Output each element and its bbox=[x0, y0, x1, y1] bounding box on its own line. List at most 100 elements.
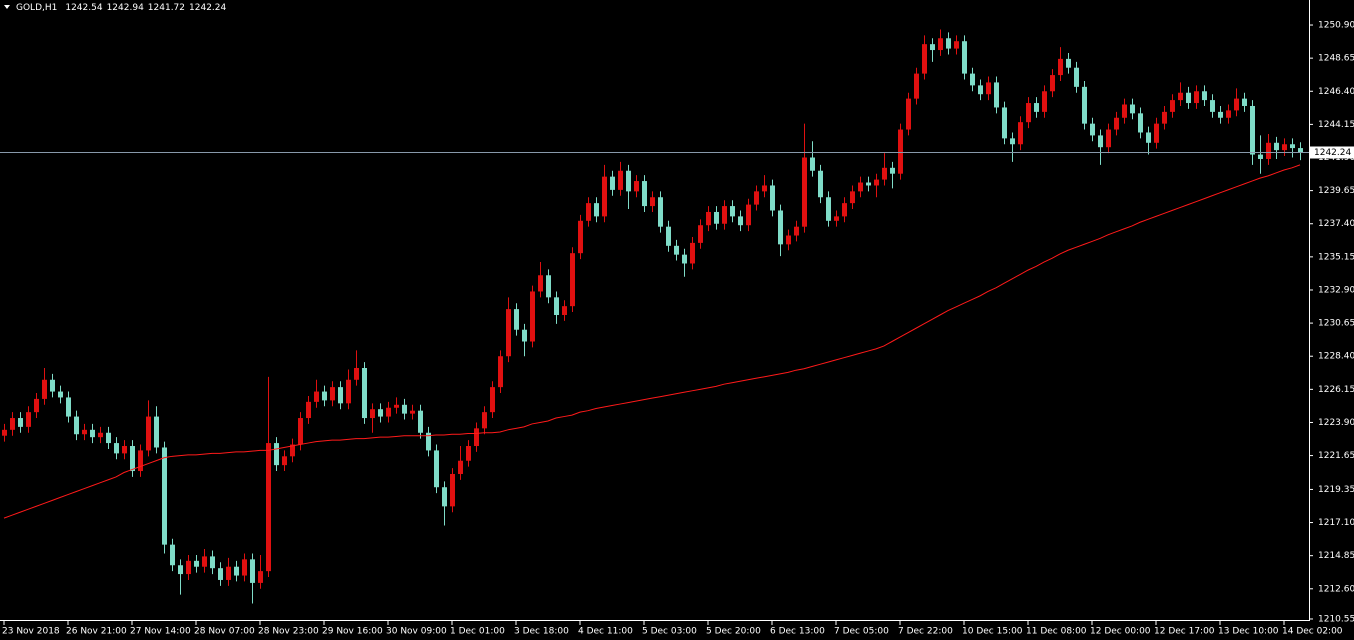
candle-body bbox=[426, 432, 431, 451]
x-tick-label: 27 Nov 14:00 bbox=[130, 627, 191, 637]
candle-body bbox=[922, 44, 927, 74]
candle-body bbox=[498, 356, 503, 388]
candle-body bbox=[682, 254, 687, 264]
candle-body bbox=[1058, 58, 1063, 76]
candle-body bbox=[1202, 91, 1207, 101]
x-tick-label: 14 Dec 02:00 bbox=[1282, 627, 1343, 637]
candle-body bbox=[18, 418, 23, 427]
y-tick-label: 1228.40 bbox=[1318, 352, 1354, 362]
candle-body bbox=[546, 275, 551, 298]
candle-body bbox=[794, 226, 799, 236]
x-tick-label: 12 Dec 17:00 bbox=[1154, 627, 1215, 637]
y-tick-label: 1217.10 bbox=[1318, 518, 1354, 528]
candle-body bbox=[386, 407, 391, 417]
candle-body bbox=[826, 197, 831, 221]
candle-body bbox=[218, 568, 223, 580]
y-tick-label: 1223.90 bbox=[1318, 418, 1354, 428]
x-tick-label: 12 Dec 00:00 bbox=[1090, 627, 1151, 637]
x-tick-label: 29 Nov 16:00 bbox=[322, 627, 383, 637]
candle-body bbox=[762, 185, 767, 192]
candle-body bbox=[234, 566, 239, 576]
x-tick-label: 7 Dec 05:00 bbox=[834, 627, 889, 637]
x-tick-label: 28 Nov 23:00 bbox=[258, 627, 319, 637]
y-tick-label: 1214.85 bbox=[1318, 551, 1354, 561]
candle-body bbox=[434, 450, 439, 488]
candle-body bbox=[322, 391, 327, 401]
candle-body bbox=[634, 181, 639, 192]
x-tick-label: 28 Nov 07:00 bbox=[194, 627, 255, 637]
candle-body bbox=[770, 185, 775, 211]
x-tick-label: 6 Dec 13:00 bbox=[770, 627, 825, 637]
candle-body bbox=[1018, 122, 1023, 145]
candle-body bbox=[98, 432, 103, 438]
candle-body bbox=[1050, 75, 1055, 92]
candle-body bbox=[282, 456, 287, 466]
candle-body bbox=[346, 379, 351, 404]
candle-body bbox=[626, 170, 631, 192]
candle-body bbox=[1250, 105, 1255, 155]
candle-body bbox=[522, 329, 527, 342]
candle-body bbox=[946, 38, 951, 49]
candle-body bbox=[898, 129, 903, 174]
candle-body bbox=[450, 473, 455, 507]
candle-body bbox=[858, 182, 863, 192]
candle-body bbox=[186, 560, 191, 575]
candle-body bbox=[338, 387, 343, 404]
candle-body bbox=[1146, 132, 1151, 143]
candle-body bbox=[506, 309, 511, 357]
candle-body bbox=[978, 85, 983, 95]
candle-body bbox=[362, 367, 367, 419]
candle-body bbox=[1066, 58, 1071, 68]
candle-body bbox=[178, 565, 183, 575]
menu-arrow[interactable] bbox=[4, 5, 10, 9]
candle-body bbox=[82, 429, 87, 435]
x-tick-label: 26 Nov 21:00 bbox=[66, 627, 127, 637]
candle-body bbox=[1194, 91, 1199, 104]
y-tick-label: 1248.65 bbox=[1318, 54, 1354, 64]
candle-body bbox=[722, 206, 727, 224]
header-field: 1242.24 bbox=[189, 3, 226, 13]
candle-body bbox=[850, 191, 855, 204]
candle-body bbox=[50, 379, 55, 392]
candle-body bbox=[994, 82, 999, 108]
candle-body bbox=[250, 559, 255, 583]
candle-body bbox=[818, 170, 823, 198]
y-tick-label: 1230.65 bbox=[1318, 319, 1354, 329]
candle-body bbox=[114, 443, 119, 454]
candle-body bbox=[1026, 103, 1031, 123]
chart-header: GOLD,H1 1242.54 1242.94 1241.72 1242.24 bbox=[16, 3, 227, 13]
candle-body bbox=[410, 410, 415, 414]
y-tick-label: 1221.65 bbox=[1318, 451, 1354, 461]
candle-body bbox=[458, 460, 463, 474]
candle-body bbox=[66, 397, 71, 417]
x-tick-label: 11 Dec 08:00 bbox=[1026, 627, 1087, 637]
x-tick-label: 5 Dec 03:00 bbox=[642, 627, 697, 637]
candle-body bbox=[138, 450, 143, 472]
candle-body bbox=[642, 181, 647, 207]
candle-body bbox=[1042, 91, 1047, 112]
header-field: 1242.54 bbox=[65, 3, 102, 13]
header-field: 1242.94 bbox=[107, 3, 144, 13]
x-tick-label: 13 Dec 10:00 bbox=[1218, 627, 1279, 637]
candle-body bbox=[122, 446, 127, 454]
y-tick-label: 1239.65 bbox=[1318, 186, 1354, 196]
candle-body bbox=[394, 404, 399, 408]
x-tick-label: 10 Dec 15:00 bbox=[962, 627, 1023, 637]
candle-body bbox=[1266, 142, 1271, 159]
candle-body bbox=[578, 220, 583, 254]
candle-body bbox=[330, 387, 335, 401]
candle-body bbox=[610, 176, 615, 190]
candle-body bbox=[258, 571, 263, 583]
candle-body bbox=[1162, 111, 1167, 124]
candle-body bbox=[706, 211, 711, 226]
candle-body bbox=[1170, 100, 1175, 112]
header-field: GOLD,H1 bbox=[16, 3, 57, 13]
y-tick-label: 1210.55 bbox=[1318, 614, 1354, 624]
candle-body bbox=[1226, 110, 1231, 118]
candle-body bbox=[586, 203, 591, 221]
candle-body bbox=[130, 446, 135, 472]
candle-body bbox=[266, 443, 271, 572]
candle-body bbox=[2, 429, 7, 436]
candle-body bbox=[170, 544, 175, 566]
